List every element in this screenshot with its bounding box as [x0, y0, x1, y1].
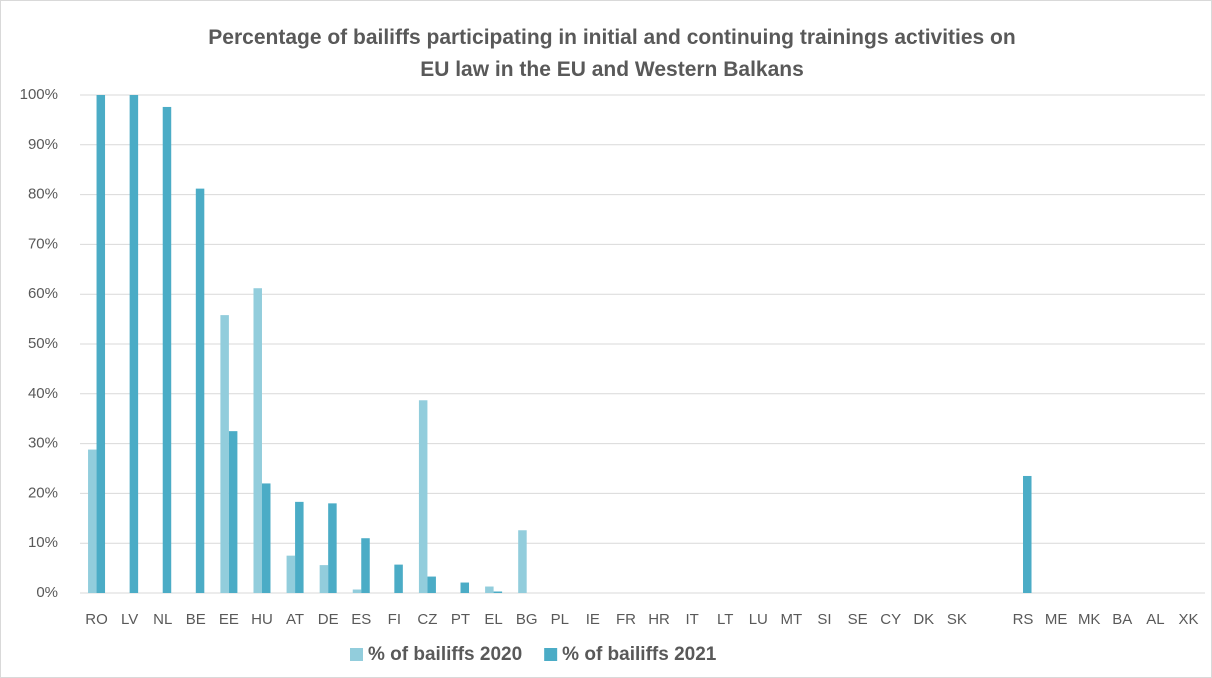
x-tick-label: IT: [685, 611, 698, 628]
bar: [253, 288, 262, 593]
bar: [460, 582, 470, 593]
y-tick-label: 0%: [36, 584, 58, 601]
x-tick-label: MT: [781, 611, 803, 628]
bar: [328, 503, 337, 593]
x-tick-label: LU: [749, 611, 768, 628]
x-tick-label: FI: [388, 611, 401, 628]
x-tick-label: HR: [648, 611, 670, 628]
x-tick-label: PL: [551, 611, 569, 628]
x-tick-label: AT: [286, 611, 304, 628]
y-tick-label: 40%: [28, 385, 58, 402]
x-tick-label: BE: [186, 611, 206, 628]
legend-swatch: [544, 648, 558, 661]
chart-title: Percentage of bailiffs participating in …: [208, 26, 1015, 81]
x-tick-label: IE: [586, 611, 600, 628]
x-tick-label: EE: [219, 611, 239, 628]
x-tick-label: LV: [121, 611, 138, 628]
bar: [195, 188, 205, 593]
y-tick-label: 90%: [28, 136, 58, 153]
bar: [427, 576, 436, 593]
x-tick-label: BG: [516, 611, 538, 628]
y-tick-label: 60%: [28, 285, 58, 302]
bar: [518, 530, 527, 593]
x-tick-label: ME: [1045, 611, 1068, 628]
x-tick-label: AL: [1146, 611, 1164, 628]
x-tick-label: EL: [484, 611, 502, 628]
bar: [295, 501, 304, 593]
legend-swatch: [350, 648, 363, 661]
bar: [361, 538, 370, 593]
x-tick-label: DE: [318, 611, 339, 628]
bar: [485, 586, 494, 593]
bar: [228, 431, 238, 593]
bar: [162, 106, 172, 594]
y-tick-label: 70%: [28, 235, 58, 252]
x-tick-label: SE: [848, 611, 868, 628]
x-tick-label: XK: [1178, 611, 1198, 628]
bar: [261, 483, 271, 593]
y-tick-label: 80%: [28, 186, 58, 203]
bar: [129, 95, 139, 593]
x-tick-label: BA: [1112, 611, 1132, 628]
legend-label: % of bailiffs 2020: [368, 644, 522, 665]
x-tick-label: MK: [1078, 611, 1101, 628]
x-tick-label: CY: [880, 611, 901, 628]
legend-label: % of bailiffs 2021: [562, 644, 717, 665]
y-tick-label: 10%: [28, 534, 58, 551]
x-tick-label: NL: [153, 611, 172, 628]
x-tick-label: HU: [251, 611, 273, 628]
y-tick-label: 50%: [28, 335, 58, 352]
x-tick-label: ES: [351, 611, 371, 628]
bar: [493, 591, 503, 593]
bar: [352, 589, 362, 593]
x-tick-label: DK: [913, 611, 934, 628]
bar: [88, 449, 97, 593]
x-tick-label: LT: [717, 611, 733, 628]
bar: [286, 555, 296, 593]
y-tick-label: 30%: [28, 435, 58, 452]
x-tick-label: SI: [817, 611, 831, 628]
x-tick-label: PT: [451, 611, 470, 628]
x-tick-label: RO: [85, 611, 108, 628]
bar: [319, 565, 329, 593]
bar: [394, 564, 403, 593]
bar: [1023, 475, 1032, 593]
bar: [220, 315, 229, 593]
y-tick-label: 20%: [28, 484, 58, 501]
x-tick-label: SK: [947, 611, 967, 628]
x-tick-label: CZ: [417, 611, 437, 628]
x-tick-label: FR: [616, 611, 636, 628]
y-tick-label: 100%: [20, 86, 58, 103]
x-tick-label: RS: [1013, 611, 1034, 628]
bar: [418, 400, 428, 593]
bar: [96, 95, 106, 593]
